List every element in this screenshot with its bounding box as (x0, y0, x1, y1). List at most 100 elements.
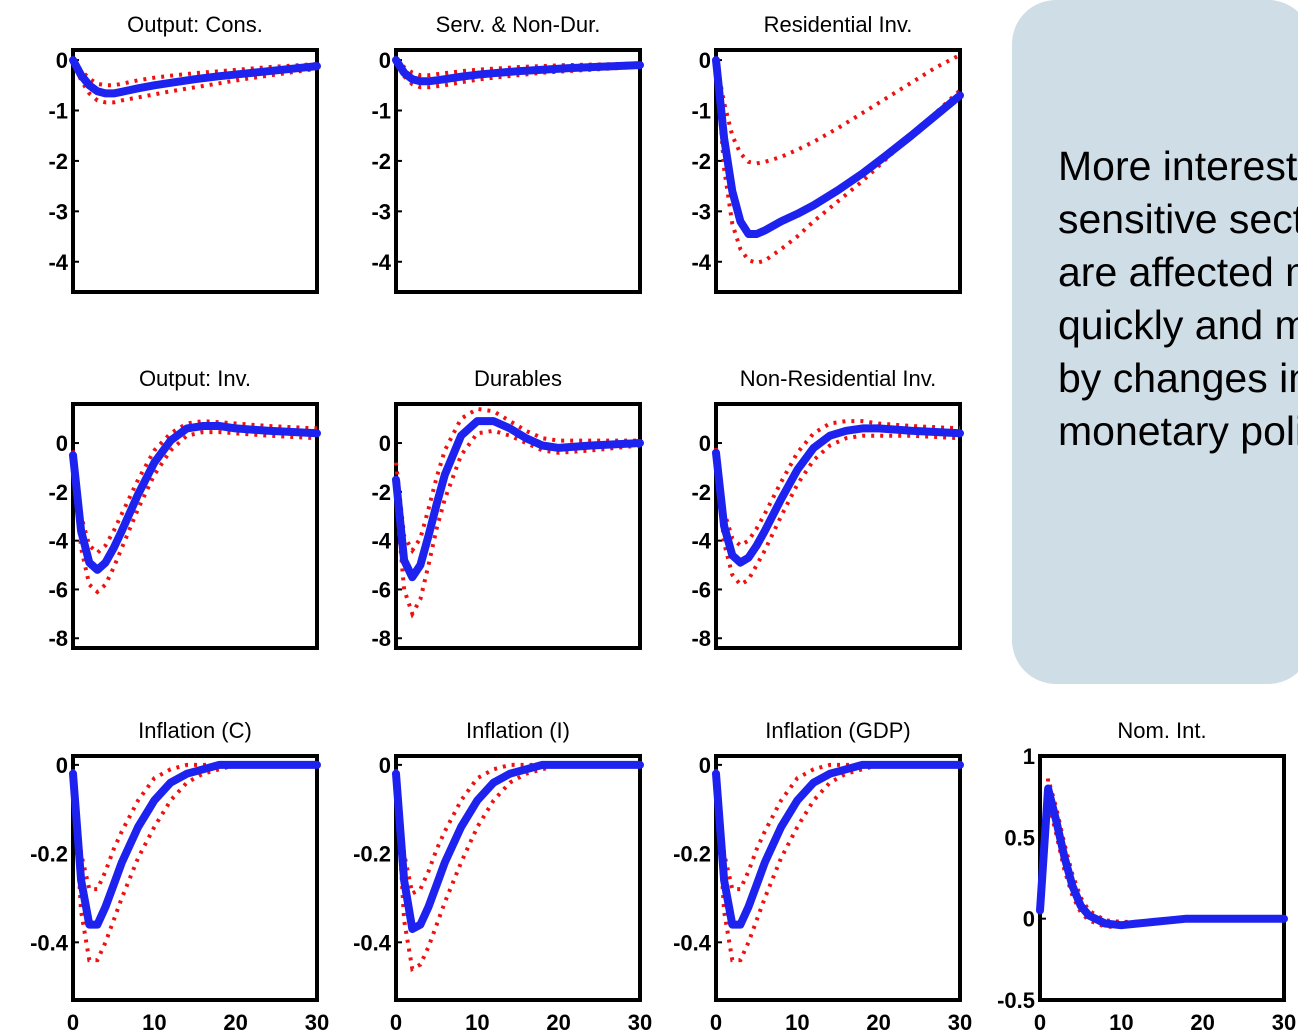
y-tick-label: -4 (371, 529, 391, 554)
median-line (392, 417, 644, 582)
y-tick-label: -1 (371, 99, 391, 124)
y-tick-label: -3 (48, 199, 68, 224)
x-tick-label: 10 (1109, 1010, 1133, 1034)
subplot-title: Serv. & Non-Dur. (436, 12, 601, 37)
plot-frame (1038, 754, 1286, 1002)
x-tick-label: 0 (390, 1010, 402, 1034)
subplot: Residential Inv. 0 -1 -2 -3 -4 (691, 12, 964, 294)
y-tick-label: 0 (56, 48, 68, 73)
lower-band-line (71, 419, 318, 556)
y-tick-label: -0.4 (673, 930, 712, 955)
callout-line: More interest (1058, 143, 1298, 189)
subplot-title: Inflation (C) (138, 718, 252, 743)
plot-frame (394, 754, 642, 1002)
callout-line: are affected more (1058, 249, 1298, 295)
median-line (712, 56, 964, 238)
y-tick-label: -8 (371, 626, 391, 651)
subplot: Non-Residential Inv. 0 -2 -4 -6 -8 (691, 366, 964, 651)
callout-line: sensitive sectors (1058, 196, 1298, 242)
lower-band-line (71, 58, 318, 88)
callout-line: quickly and more (1058, 302, 1298, 348)
y-tick-label: 0 (1023, 907, 1035, 932)
y-tick-label: -4 (48, 250, 68, 275)
y-tick-label: -8 (48, 626, 68, 651)
y-tick-label: -3 (691, 199, 711, 224)
upper-band-line (71, 430, 318, 595)
plot-frame (714, 402, 962, 650)
x-tick-label: 30 (628, 1010, 652, 1034)
y-tick-label: -6 (48, 577, 68, 602)
subplot: Serv. & Non-Dur. 0 -1 -2 -3 -4 (371, 12, 644, 294)
y-tick-label: -0.2 (30, 842, 68, 867)
y-tick-label: -2 (371, 149, 391, 174)
lower-band-line (714, 419, 961, 548)
plot-frame (714, 754, 962, 1002)
y-tick-label: -2 (691, 149, 711, 174)
plot-frame (714, 48, 962, 294)
y-tick-label: -2 (48, 149, 68, 174)
y-tick-label: 0 (56, 431, 68, 456)
y-tick-label: -0.2 (353, 842, 391, 867)
subplot-title: Inflation (I) (466, 718, 570, 743)
median-line (392, 56, 644, 86)
y-tick-label: -4 (48, 529, 68, 554)
subplot-title: Residential Inv. (764, 12, 913, 37)
y-tick-label: 0 (56, 753, 68, 778)
x-tick-label: 10 (465, 1010, 489, 1034)
x-tick-label: 0 (67, 1010, 79, 1034)
subplot: Inflation (GDP) 0 -0.2 -0.4 0 10 20 30 (673, 718, 972, 1034)
callout-line: by changes in (1058, 355, 1298, 401)
x-tick-label: 30 (1272, 1010, 1296, 1034)
median-line (1036, 784, 1288, 930)
y-tick-label: 0 (379, 753, 391, 778)
x-tick-label: 20 (546, 1010, 570, 1034)
x-tick-label: 0 (1034, 1010, 1046, 1034)
y-tick-label: -4 (371, 250, 391, 275)
median-line (712, 424, 964, 567)
y-tick-label: -0.2 (673, 842, 711, 867)
plot-frame (71, 402, 319, 650)
x-tick-label: 20 (866, 1010, 890, 1034)
x-tick-label: 10 (785, 1010, 809, 1034)
y-tick-label: -4 (691, 529, 711, 554)
y-tick-label: -3 (371, 199, 391, 224)
y-tick-label: -2 (48, 480, 68, 505)
x-tick-label: 10 (142, 1010, 166, 1034)
subplot-title: Output: Cons. (127, 12, 263, 37)
median-line (69, 422, 321, 574)
median-line (69, 56, 321, 98)
callout-box: More interest sensitive sectors are affe… (1012, 0, 1298, 684)
subplot: Inflation (I) 0 -0.2 -0.4 0 10 20 30 (353, 718, 652, 1034)
x-tick-label: 20 (223, 1010, 247, 1034)
subplot-title: Nom. Int. (1117, 718, 1206, 743)
plot-frame (71, 754, 319, 1002)
x-tick-label: 30 (305, 1010, 329, 1034)
median-line (69, 760, 321, 929)
x-tick-label: 30 (948, 1010, 972, 1034)
x-tick-label: 20 (1190, 1010, 1214, 1034)
y-tick-label: 0 (379, 48, 391, 73)
subplot: Nom. Int.10.50-0.50 10 20 30 (997, 718, 1296, 1034)
median-line (392, 760, 644, 933)
y-tick-label: -6 (691, 577, 711, 602)
subplot: Output: Cons. 0 -1 -2 -3 -4 (48, 12, 321, 294)
y-tick-label: 0 (699, 753, 711, 778)
y-tick-label: 0.5 (1004, 825, 1035, 850)
subplot: Durables 0 -2 -4 -6 -8 (371, 366, 644, 651)
upper-band-line (394, 428, 641, 619)
y-tick-label: -0.5 (997, 988, 1035, 1013)
x-tick-label: 0 (710, 1010, 722, 1034)
subplot: Inflation (C) 0 -0.2 -0.4 0 10 20 30 (30, 718, 329, 1034)
y-tick-label: -8 (691, 626, 711, 651)
y-tick-label: -0.4 (353, 930, 392, 955)
callout-line: monetary policy (1058, 408, 1298, 454)
y-tick-label: -4 (691, 250, 711, 275)
y-tick-label: -1 (48, 99, 68, 124)
y-tick-label: -2 (371, 480, 391, 505)
subplot: Output: Inv. 0 -2 -4 -6 -8 (48, 366, 321, 651)
y-tick-label: 1 (1023, 744, 1035, 769)
median-line (712, 760, 964, 929)
y-tick-label: -1 (691, 99, 711, 124)
y-tick-label: -0.4 (30, 930, 69, 955)
